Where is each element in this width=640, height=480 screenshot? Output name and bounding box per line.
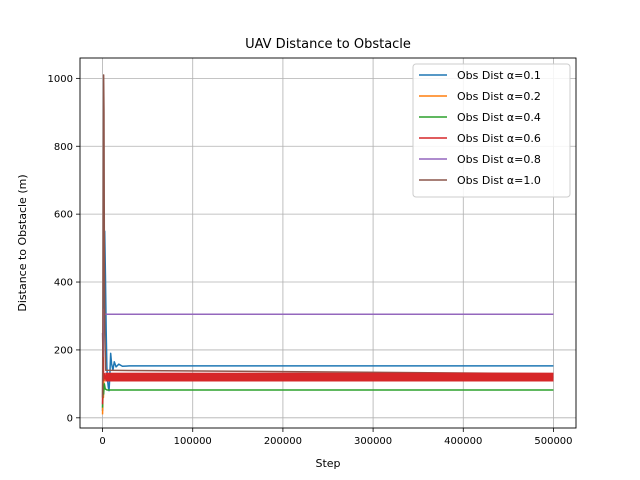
legend-label: Obs Dist α=0.2 xyxy=(457,90,541,103)
x-tick-label: 200000 xyxy=(264,436,302,447)
y-tick-label: 800 xyxy=(54,142,73,153)
y-axis-ticks: 0 200 400 600 800 1000 xyxy=(48,74,80,424)
legend-label: Obs Dist α=1.0 xyxy=(457,174,541,187)
series-band-alpha-0-6 xyxy=(105,372,554,382)
series-line-6 xyxy=(101,74,554,398)
x-tick-label: 400000 xyxy=(444,436,482,447)
legend-label: Obs Dist α=0.8 xyxy=(457,153,541,166)
legend-label: Obs Dist α=0.4 xyxy=(457,111,541,124)
oscillation-band xyxy=(105,372,554,382)
y-tick-label: 600 xyxy=(54,210,73,221)
x-axis-ticks: 0 100000 200000 300000 400000 500000 xyxy=(99,428,573,447)
y-tick-label: 200 xyxy=(54,345,73,356)
y-tick-label: 400 xyxy=(54,278,73,289)
x-tick-label: 0 xyxy=(99,436,105,447)
legend-box xyxy=(412,63,571,198)
plot-frame xyxy=(79,57,577,429)
y-tick-label: 1000 xyxy=(48,74,73,85)
x-tick-label: 500000 xyxy=(534,436,572,447)
chart-title: UAV Distance to Obstacle xyxy=(245,37,411,52)
legend-label: Obs Dist α=0.1 xyxy=(457,69,541,82)
legend-label: Obs Dist α=0.6 xyxy=(457,132,541,145)
y-tick-label: 0 xyxy=(67,413,73,424)
legend: Obs Dist α=0.1 Obs Dist α=0.2 Obs Dist α=0… xyxy=(412,63,571,198)
x-tick-label: 100000 xyxy=(174,436,212,447)
x-axis-label: Step xyxy=(315,457,340,470)
x-tick-label: 300000 xyxy=(354,436,392,447)
y-axis-label: Distance to Obstacle (m) xyxy=(16,174,29,311)
